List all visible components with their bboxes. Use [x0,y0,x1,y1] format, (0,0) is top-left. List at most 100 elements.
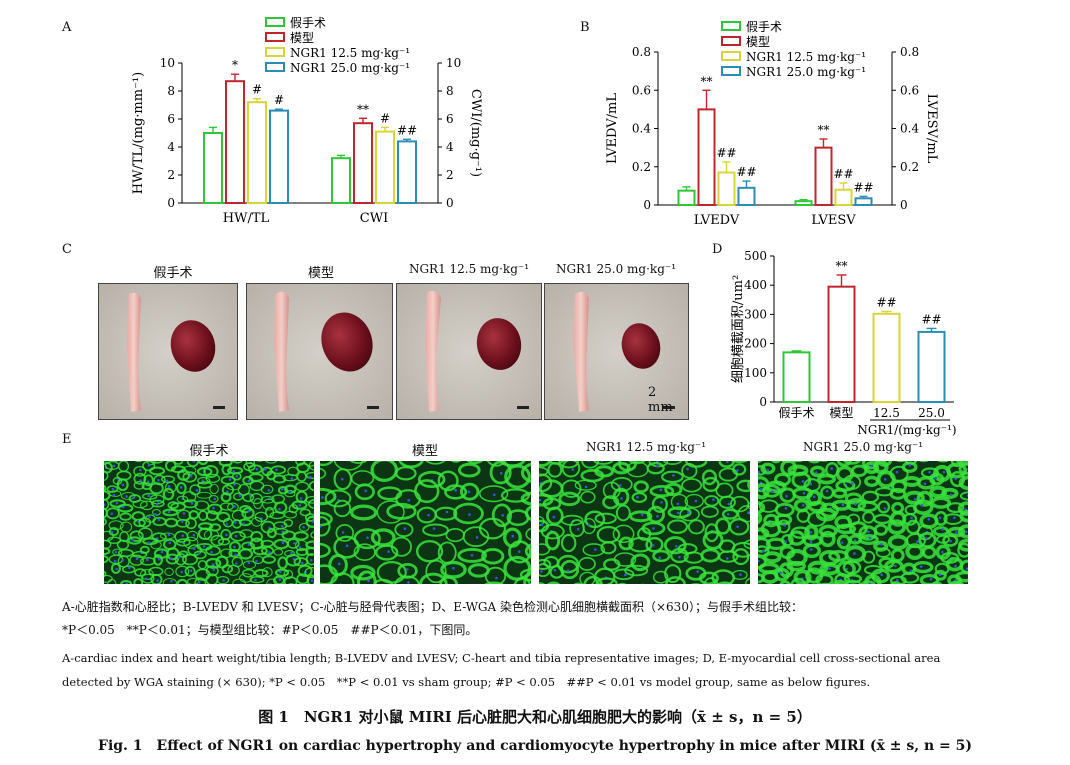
cell-membrane [220,492,232,503]
cell-membrane [758,465,767,476]
cell-membrane [484,581,504,584]
nucleus [660,501,663,504]
cell-membrane [376,500,405,524]
caption-cn-line2: *P＜0.05 **P＜0.01；与模型组比较：#P＜0.05 ##P＜0.01… [62,623,478,637]
nucleus [915,540,919,543]
nucleus [310,558,313,562]
cell-membrane [889,487,907,500]
cell-membrane [732,463,747,476]
nucleus [802,491,806,495]
cell-membrane [414,479,440,504]
y-tick-label: 0.6 [632,83,651,97]
bar [203,132,223,204]
cell-membrane [142,461,156,472]
cell-membrane [283,569,294,580]
nucleus [938,516,942,520]
nucleus [965,567,968,571]
cell-membrane [628,461,646,465]
nucleus [854,503,857,506]
bar [353,122,373,204]
cell-membrane [520,462,531,483]
cell-membrane [629,510,653,523]
nucleus [232,483,236,486]
photo-title-ngr-low: NGR1 12.5 mg·kg⁻¹ [408,262,530,276]
cell-membrane [333,468,353,491]
nucleus [201,479,205,482]
cell-membrane [958,462,968,475]
bar [247,101,267,204]
cell-membrane [226,482,242,491]
cell-membrane [453,502,484,525]
heart-tibia-image [247,284,392,419]
nucleus [177,556,181,559]
cell-membrane [843,573,863,584]
cell-membrane [731,569,748,580]
nucleus [298,546,302,549]
cell-membrane [613,552,637,567]
cell-membrane [251,516,263,527]
cell-membrane [670,493,689,511]
nucleus [830,467,833,470]
chart-d: 0 100 200 300 400 500 假手术 ** 模型 ## 12.5 ## 25.0 NGR1/… [731,249,957,437]
nucleus [624,573,627,577]
nucleus [809,530,813,534]
y-tick-label-right: 6 [446,112,454,126]
nucleus [157,518,161,522]
nucleus [407,581,410,584]
photo-sham [98,283,238,420]
nucleus [913,498,917,501]
significance-mark: ## [853,180,873,194]
nucleus [147,494,151,498]
nucleus [896,579,899,582]
cell-membrane [842,560,862,575]
wga-stain-image [320,461,531,584]
nucleus [238,494,242,497]
cell-membrane [394,522,414,538]
nucleus [501,514,505,517]
nucleus [364,489,368,493]
nucleus [132,496,135,499]
cell-membrane [758,511,763,525]
nucleus [540,523,544,527]
cell-membrane [197,527,213,541]
nucleus [128,566,131,570]
photo-title-ngr-high: NGR1 25.0 mg·kg⁻¹ [555,262,677,276]
heart-tibia-image [545,284,688,419]
cell-membrane [141,573,155,584]
nucleus [539,471,540,474]
cell-membrane [747,479,750,491]
nucleus [940,550,944,554]
cell-membrane [849,521,868,537]
nucleus [883,507,887,510]
nucleus [293,541,296,545]
cell-membrane [857,501,879,513]
cell-membrane [287,538,300,549]
cell-membrane [106,485,119,493]
cell-membrane [762,484,781,498]
nucleus [758,470,761,474]
nucleus [853,539,857,542]
cell-membrane [730,461,748,464]
nucleus [540,570,543,573]
cell-membrane [151,508,161,516]
cell-membrane [698,571,719,584]
cell-membrane [437,470,459,492]
cell-membrane [127,536,142,545]
cell-membrane [440,560,467,579]
cell-membrane [728,518,750,536]
nucleus [170,557,173,560]
nucleus [278,578,282,581]
nucleus [566,569,570,572]
cell-membrane [581,461,600,469]
x-category-label: CWI [360,211,388,226]
cell-membrane [681,462,698,479]
cell-membrane [793,569,812,584]
nucleus [928,470,931,474]
cell-membrane [786,560,806,572]
cell-membrane [770,461,781,464]
cell-membrane [701,469,717,486]
cell-membrane [185,517,197,530]
cell-membrane [119,531,130,543]
nucleus [311,520,314,524]
nucleus [809,540,813,544]
